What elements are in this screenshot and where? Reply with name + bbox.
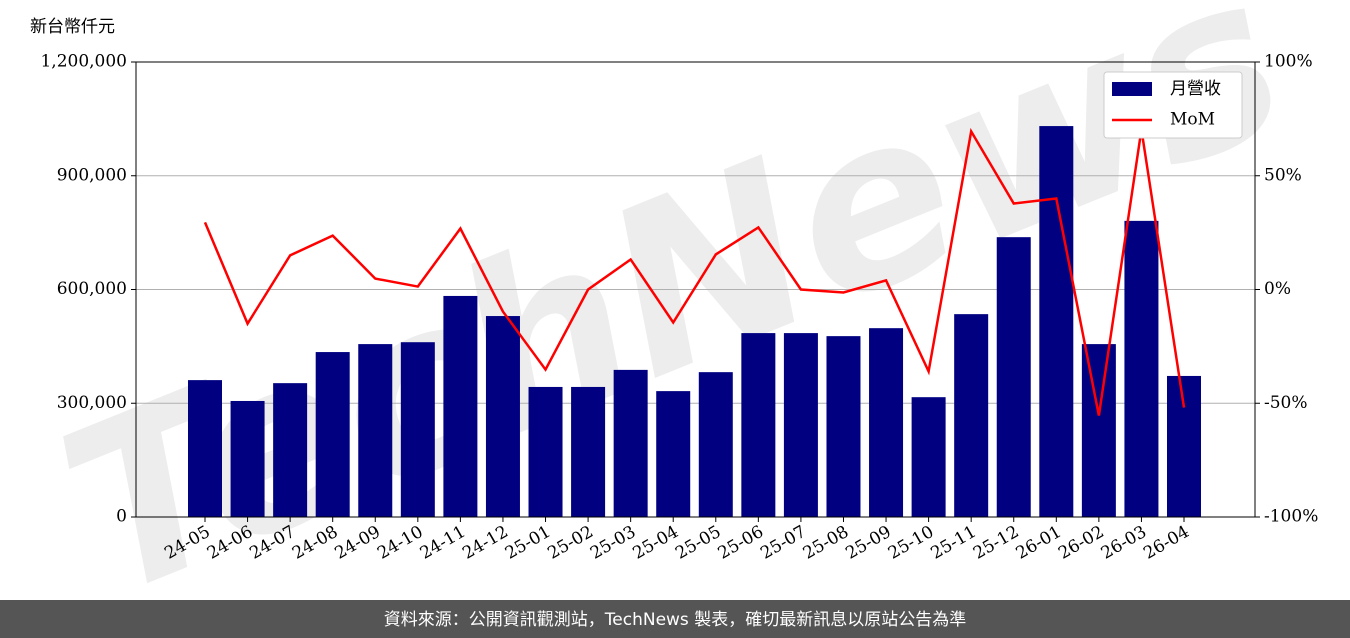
bar [869,328,904,517]
bar [1039,126,1074,518]
bar [911,397,946,517]
bar [741,333,776,517]
legend-swatch [1112,82,1152,96]
y2-tick-label: 0% [1264,279,1291,299]
x-tick-label: 25-03 [587,522,639,564]
x-tick-label: 25-12 [970,522,1022,564]
bar [400,342,435,517]
y-tick-label: 1,200,000 [40,52,127,72]
bar [656,391,691,517]
bar [188,380,222,517]
x-tick-label: 25-04 [630,522,682,564]
legend-label: MoM [1170,110,1215,130]
bar [954,314,989,517]
bar [1124,220,1159,517]
bar [826,336,861,517]
y-axis-label: 新台幣仟元 [30,17,115,37]
line [203,127,1186,416]
x-tick-label: 25-07 [757,522,809,564]
x-tick-label: 26-01 [1013,522,1065,564]
bar [443,295,478,517]
bar [1081,344,1116,517]
x-tick-label: 25-02 [544,522,596,564]
bar [1167,375,1201,517]
bar [528,386,563,517]
y-tick-label: 900,000 [57,165,127,185]
bar [230,400,265,517]
bar [315,352,350,517]
y2-tick-label: -50% [1264,393,1308,413]
x-tick-label: 24-12 [459,522,511,564]
x-tick-label: 26-04 [1140,522,1192,564]
bar [698,372,733,517]
x-tick-label: 25-09 [842,522,894,564]
y2-tick-label: 50% [1264,165,1302,185]
bar [358,344,393,517]
x-tick-label: 26-03 [1098,522,1150,564]
x-tick-label: 25-10 [885,522,937,564]
y2-tick-label: 100% [1264,52,1313,72]
x-tick-label: 26-02 [1055,522,1107,564]
source-note: 資料來源：公開資訊觀測站，TechNews 製表，確切最新訊息以原站公告為準 [384,610,966,630]
y-tick-label: 600,000 [57,279,127,299]
bar [613,369,648,517]
x-tick-label: 25-05 [672,522,724,564]
bar [571,386,606,517]
footer-bar [0,600,1350,638]
y-tick-label: 0 [116,507,127,527]
x-tick-label: 25-01 [502,522,554,564]
bar [485,316,520,517]
x-tick-label: 25-08 [800,522,852,564]
x-tick-label: 25-11 [927,522,979,564]
bar [996,237,1031,518]
legend-label: 月營收 [1170,79,1221,99]
x-tick-label: 25-06 [715,522,767,564]
y2-tick-label: -100% [1264,507,1318,527]
plot-frame [135,61,1256,518]
y-tick-label: 300,000 [57,393,127,413]
bar [783,333,818,517]
bar [273,383,308,517]
